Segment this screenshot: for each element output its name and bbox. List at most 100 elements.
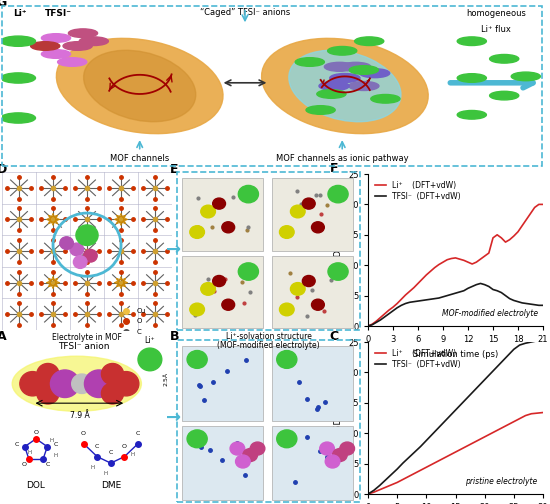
Li⁺    (DFT+vdW) xyxy=(429,461,436,467)
Li⁺    (DFT+vdW) xyxy=(527,211,534,217)
Li⁺    (DFT+vdW) xyxy=(369,321,376,327)
Circle shape xyxy=(277,350,297,368)
Circle shape xyxy=(290,205,305,218)
Text: DME: DME xyxy=(101,481,121,490)
TFSI⁻  (DFT+vdW) xyxy=(490,286,496,292)
TFSI⁻  (DFT+vdW) xyxy=(534,338,541,344)
Circle shape xyxy=(311,222,324,233)
Circle shape xyxy=(324,62,355,71)
TFSI⁻  (DFT+vdW) xyxy=(417,444,424,450)
TFSI⁻  (DFT+vdW) xyxy=(444,293,450,299)
TFSI⁻  (DFT+vdW) xyxy=(493,364,499,370)
Text: H: H xyxy=(50,438,54,443)
Circle shape xyxy=(333,449,347,462)
Li⁺    (DFT+vdW) xyxy=(494,232,501,238)
TFSI⁻  (DFT+vdW) xyxy=(388,472,395,478)
Circle shape xyxy=(243,449,257,462)
TFSI⁻  (DFT+vdW) xyxy=(540,302,546,308)
Circle shape xyxy=(1,36,36,46)
Circle shape xyxy=(238,263,258,280)
Li⁺    (DFT+vdW) xyxy=(415,280,421,286)
Circle shape xyxy=(360,69,390,78)
Li⁺    (DFT+vdW) xyxy=(419,276,426,282)
Circle shape xyxy=(63,42,92,50)
Text: A: A xyxy=(0,330,7,343)
Circle shape xyxy=(41,34,70,42)
TFSI⁻  (DFT+vdW) xyxy=(507,296,513,302)
Text: C: C xyxy=(46,462,50,467)
Ellipse shape xyxy=(12,356,141,411)
TFSI⁻  (DFT+vdW) xyxy=(464,395,470,401)
Li⁺    (DFT+vdW) xyxy=(373,318,380,324)
Li⁺    (DFT+vdW) xyxy=(531,205,538,211)
Li⁺    (DFT+vdW) xyxy=(371,489,377,495)
Li⁺    (DFT+vdW) xyxy=(402,292,409,298)
TFSI⁻  (DFT+vdW) xyxy=(460,288,467,294)
TFSI⁻  (DFT+vdW) xyxy=(502,293,509,299)
Text: 7.9 Å: 7.9 Å xyxy=(70,411,90,420)
TFSI⁻  (DFT+vdW) xyxy=(510,346,517,352)
TFSI⁻  (DFT+vdW) xyxy=(371,487,377,493)
Text: O: O xyxy=(136,319,142,324)
Li⁺    (DFT+vdW) xyxy=(481,434,488,440)
Circle shape xyxy=(320,442,334,455)
Circle shape xyxy=(79,37,108,45)
TFSI⁻  (DFT+vdW) xyxy=(365,323,371,329)
Circle shape xyxy=(76,225,98,245)
Li⁺    (DFT+vdW) xyxy=(481,253,488,259)
TFSI⁻  (DFT+vdW) xyxy=(536,302,542,308)
Text: TFSI⁻: TFSI⁻ xyxy=(45,9,72,18)
TFSI⁻  (DFT+vdW) xyxy=(406,299,413,305)
Li⁺    (DFT+vdW) xyxy=(410,285,417,291)
Circle shape xyxy=(1,113,36,123)
Legend: Li⁺    (DFT+vdW), TFSI⁻  (DFT+vdW): Li⁺ (DFT+vdW), TFSI⁻ (DFT+vdW) xyxy=(372,178,464,204)
TFSI⁻  (DFT+vdW) xyxy=(523,300,530,306)
TFSI⁻  (DFT+vdW) xyxy=(481,282,488,288)
TFSI⁻  (DFT+vdW) xyxy=(377,317,384,323)
Circle shape xyxy=(325,455,340,468)
Text: C: C xyxy=(136,329,141,335)
TFSI⁻  (DFT+vdW) xyxy=(436,295,442,301)
Circle shape xyxy=(306,106,335,114)
Li⁺    (DFT+vdW) xyxy=(465,259,471,265)
TFSI⁻  (DFT+vdW) xyxy=(369,322,376,328)
FancyBboxPatch shape xyxy=(272,256,353,329)
Circle shape xyxy=(222,222,235,233)
Li⁺    (DFT+vdW) xyxy=(510,233,517,239)
Text: H: H xyxy=(103,471,108,476)
TFSI⁻  (DFT+vdW) xyxy=(405,455,412,461)
Text: MOF-modified electrolyte: MOF-modified electrolyte xyxy=(442,309,538,319)
TFSI⁻  (DFT+vdW) xyxy=(528,339,535,345)
TFSI⁻  (DFT+vdW) xyxy=(402,300,409,306)
TFSI⁻  (DFT+vdW) xyxy=(390,308,397,314)
Circle shape xyxy=(295,57,324,67)
Circle shape xyxy=(41,50,70,58)
Circle shape xyxy=(371,94,400,103)
Circle shape xyxy=(72,374,92,394)
Circle shape xyxy=(138,348,162,371)
Li⁺    (DFT+vdW) xyxy=(394,479,400,485)
Text: C: C xyxy=(136,430,140,435)
Circle shape xyxy=(187,350,207,368)
Circle shape xyxy=(230,442,245,455)
Circle shape xyxy=(187,430,207,448)
TFSI⁻  (DFT+vdW) xyxy=(394,305,400,311)
Legend: Li⁺    (DFT+vdW), TFSI⁻  (DFT+vdW): Li⁺ (DFT+vdW), TFSI⁻ (DFT+vdW) xyxy=(372,346,464,372)
Circle shape xyxy=(340,442,355,455)
TFSI⁻  (DFT+vdW) xyxy=(486,283,492,289)
Circle shape xyxy=(349,82,379,91)
Circle shape xyxy=(340,62,371,71)
TFSI⁻  (DFT+vdW) xyxy=(411,449,418,455)
TFSI⁻  (DFT+vdW) xyxy=(439,294,446,300)
Li⁺    (DFT+vdW) xyxy=(469,261,475,267)
FancyBboxPatch shape xyxy=(272,178,353,251)
Circle shape xyxy=(222,299,235,310)
Text: C: C xyxy=(95,444,100,449)
Text: Electrolyte in MOF: Electrolyte in MOF xyxy=(52,333,122,342)
Li⁺    (DFT+vdW) xyxy=(458,446,465,452)
Text: MOF channels: MOF channels xyxy=(110,154,169,163)
TFSI⁻  (DFT+vdW) xyxy=(386,311,392,317)
Circle shape xyxy=(213,276,225,287)
Circle shape xyxy=(311,299,324,310)
Circle shape xyxy=(328,185,348,203)
